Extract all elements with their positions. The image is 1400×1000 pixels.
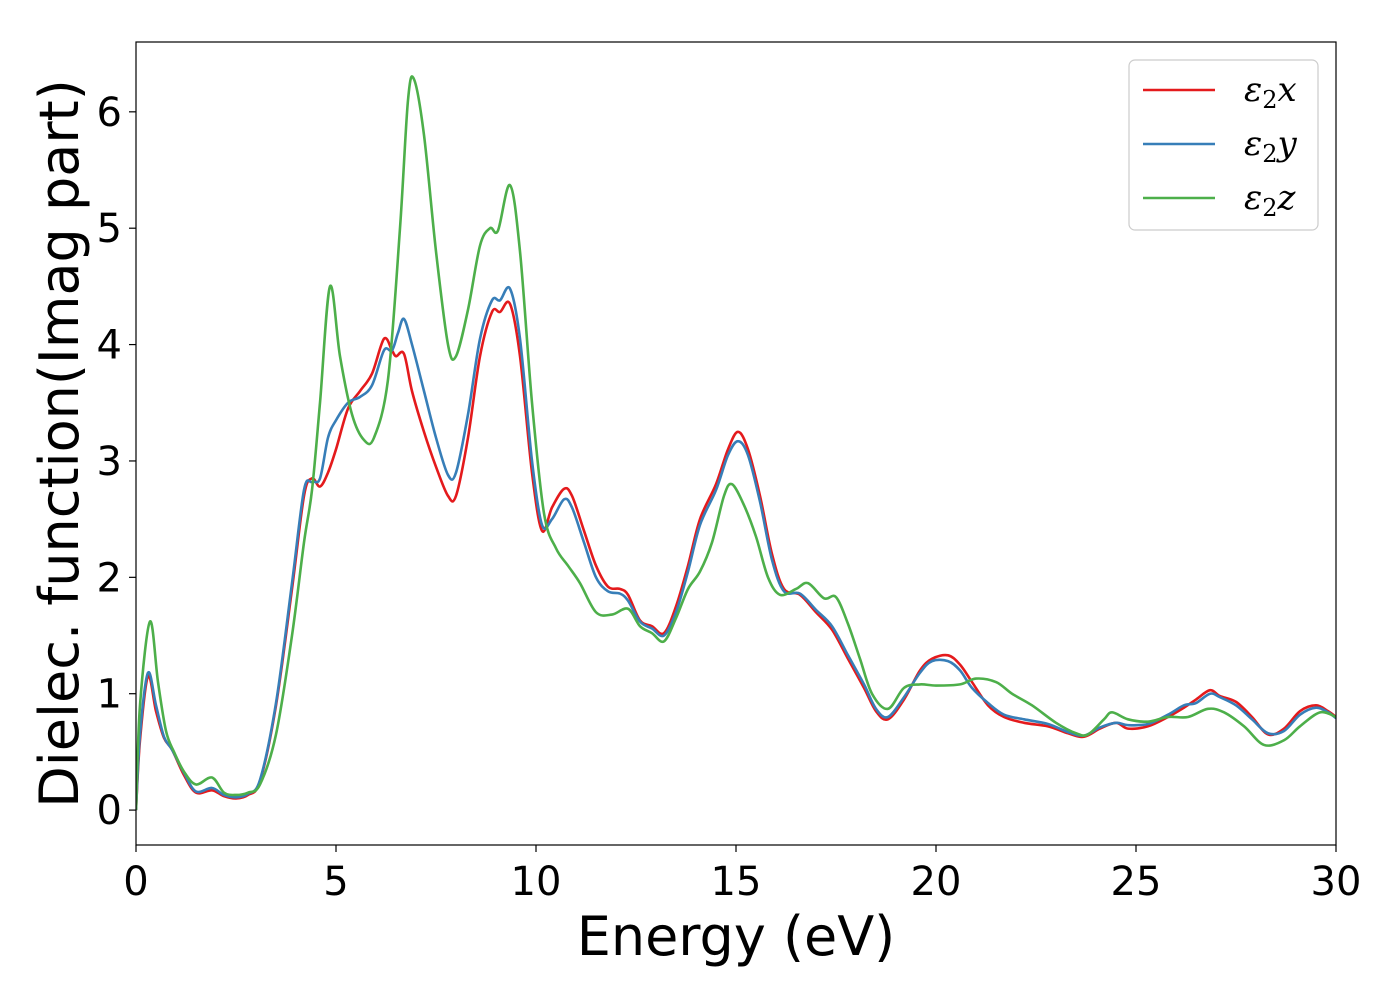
series-layer bbox=[136, 75, 1336, 811]
y-tick-label: 2 bbox=[97, 555, 122, 601]
y-tick-label: 5 bbox=[97, 206, 122, 252]
x-tick-label: 20 bbox=[911, 859, 962, 905]
x-ticks: 0 5 10 15 20 25 30 bbox=[123, 845, 1361, 905]
x-tick-label: 10 bbox=[511, 859, 562, 905]
legend-label-z: ε2z bbox=[1244, 178, 1297, 222]
y-axis-label: Dielec. function(Imag part) bbox=[28, 79, 91, 808]
series-line-y bbox=[136, 286, 1336, 811]
y-tick-label: 0 bbox=[97, 788, 122, 834]
legend-label-y: ε2y bbox=[1244, 124, 1298, 168]
x-tick-label: 15 bbox=[711, 859, 762, 905]
x-tick-label: 0 bbox=[123, 859, 148, 905]
y-tick-label: 4 bbox=[97, 323, 122, 369]
series-line-z bbox=[136, 75, 1336, 811]
x-tick-label: 25 bbox=[1111, 859, 1162, 905]
y-tick-label: 3 bbox=[97, 439, 122, 485]
x-tick-label: 30 bbox=[1311, 859, 1362, 905]
series-line-x bbox=[136, 300, 1336, 811]
x-tick-label: 5 bbox=[323, 859, 348, 905]
x-axis-label: Energy (eV) bbox=[577, 905, 896, 968]
y-tick-label: 6 bbox=[97, 90, 122, 136]
y-tick-label: 1 bbox=[97, 672, 122, 718]
legend-box bbox=[1128, 59, 1319, 231]
legend-label-x: ε2x bbox=[1244, 70, 1297, 114]
y-ticks: 0 1 2 3 4 5 6 bbox=[97, 90, 136, 834]
legend: ε2x ε2y ε2z bbox=[1128, 59, 1319, 231]
